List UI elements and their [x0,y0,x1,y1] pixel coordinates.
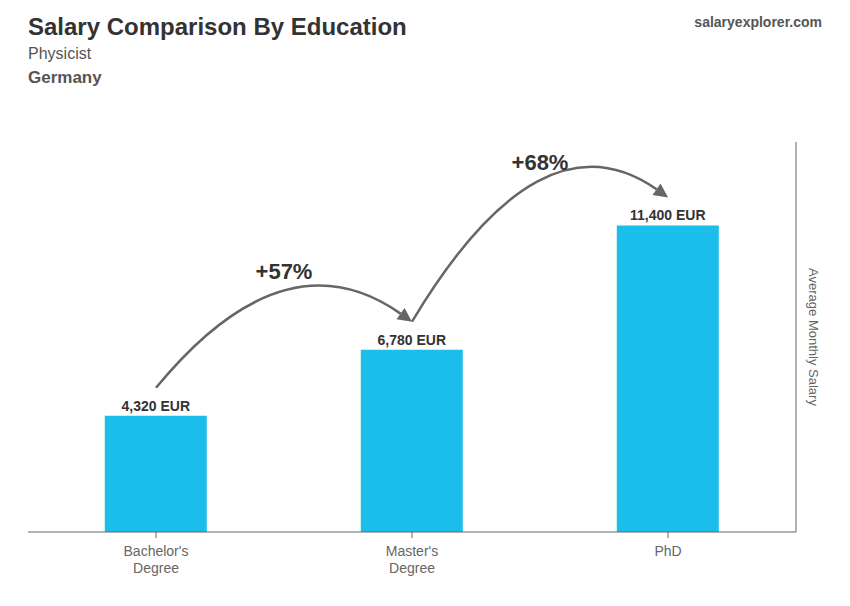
html-text:Physicist: Physicist [28,45,92,62]
svg-text:+68%: +68% [512,150,569,175]
svg-text:Average Monthly Salary: Average Monthly Salary [806,268,821,406]
html-text:salaryexplorer.com: salaryexplorer.com [694,14,822,30]
svg-text:+57%: +57% [256,259,313,284]
svg-text:Master'sDegree: Master'sDegree [386,543,438,576]
svg-text:PhD: PhD [654,543,681,559]
svg-text:6,780 EUR: 6,780 EUR [378,332,446,348]
html-text:Germany: Germany [28,68,102,87]
svg-text:11,400 EUR: 11,400 EUR [630,207,706,223]
svg-text:Bachelor'sDegree: Bachelor'sDegree [124,543,189,576]
html-text:Salary Comparison By Education: Salary Comparison By Education [28,13,407,40]
svg-text:4,320 EUR: 4,320 EUR [122,398,190,414]
